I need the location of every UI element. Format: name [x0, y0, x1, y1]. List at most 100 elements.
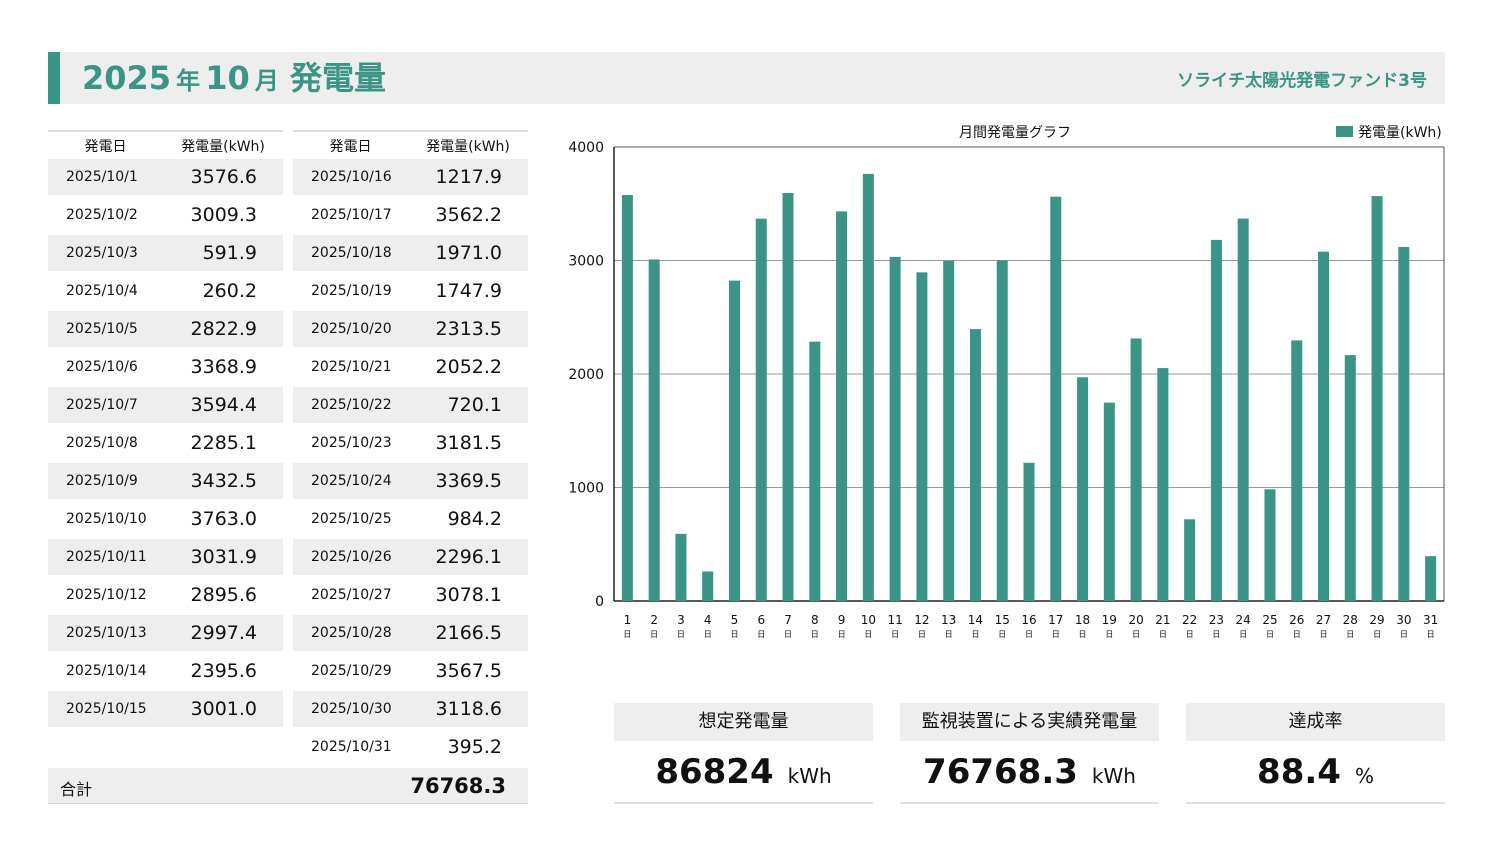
- x-tick-suffix: 日: [1105, 630, 1113, 639]
- table-row: 2025/10/22 720.1: [293, 387, 528, 425]
- kpi-value: 86824: [655, 752, 774, 792]
- row-value: 3031.9: [163, 539, 283, 577]
- title-text: 発電量: [289, 59, 386, 97]
- x-tick-suffix: 日: [1400, 630, 1408, 639]
- kpi-expected-generation: 想定発電量 86824 kWh: [614, 703, 873, 804]
- x-tick-label: 29: [1369, 613, 1384, 627]
- x-tick-label: 15: [995, 613, 1010, 627]
- x-tick-suffix: 日: [784, 630, 792, 639]
- title-month: 10: [205, 59, 250, 97]
- kpi-unit: %: [1354, 764, 1374, 788]
- x-tick-suffix: 日: [838, 630, 846, 639]
- x-tick-suffix: 日: [1212, 630, 1220, 639]
- x-tick-label: 10: [861, 613, 876, 627]
- table-row: 2025/10/20 2313.5: [293, 311, 528, 349]
- table-row: 2025/10/16 1217.9: [293, 159, 528, 197]
- legend-swatch: [1336, 126, 1353, 137]
- kpi-value-row: 76768.3 kWh: [900, 741, 1159, 804]
- x-tick-suffix: 日: [1266, 630, 1274, 639]
- table-row: 2025/10/3 591.9: [48, 235, 283, 273]
- x-tick-label: 11: [887, 613, 902, 627]
- table-row: 2025/10/21 2052.2: [293, 349, 528, 387]
- table-row: 2025/10/15 3001.0: [48, 691, 283, 729]
- empty-row: [48, 729, 283, 767]
- row-date: 2025/10/17: [293, 197, 408, 235]
- table-row: 2025/10/14 2395.6: [48, 653, 283, 691]
- x-tick-suffix: 日: [730, 630, 738, 639]
- empty-cell: [48, 729, 283, 767]
- row-date: 2025/10/21: [293, 349, 408, 387]
- table-row: 2025/10/7 3594.4: [48, 387, 283, 425]
- daily-table-right: 発電日 発電量(kWh) 2025/10/16 1217.9 2025/10/17 3…: [293, 130, 528, 767]
- row-value: 3118.6: [408, 691, 528, 729]
- bar: [1103, 402, 1115, 601]
- x-tick-suffix: 日: [1159, 630, 1167, 639]
- row-value: 2313.5: [408, 311, 528, 349]
- table-row: 2025/10/13 2997.4: [48, 615, 283, 653]
- x-tick-label: 14: [968, 613, 983, 627]
- x-tick-label: 4: [704, 613, 712, 627]
- fund-name: ソライチ太陽光発電ファンド3号: [1177, 71, 1427, 91]
- y-tick-label: 1000: [568, 481, 604, 497]
- table-row: 2025/10/30 3118.6: [293, 691, 528, 729]
- table-row: 2025/10/23 3181.5: [293, 425, 528, 463]
- row-value: 3078.1: [408, 577, 528, 615]
- row-value: 395.2: [408, 729, 528, 767]
- row-date: 2025/10/23: [293, 425, 408, 463]
- bar: [1184, 519, 1196, 601]
- x-tick-label: 21: [1155, 613, 1170, 627]
- row-date: 2025/10/22: [293, 387, 408, 425]
- row-date: 2025/10/24: [293, 463, 408, 501]
- row-value: 1971.0: [408, 235, 528, 273]
- bar: [728, 280, 740, 601]
- y-tick-label: 0: [595, 594, 604, 610]
- legend-label: 発電量(kWh): [1358, 125, 1442, 141]
- x-tick-suffix: 日: [811, 630, 819, 639]
- bar: [1130, 338, 1142, 601]
- bar: [1237, 218, 1249, 601]
- title-year: 2025: [82, 59, 172, 97]
- row-date: 2025/10/18: [293, 235, 408, 273]
- bar: [1398, 247, 1410, 602]
- bar: [755, 218, 767, 601]
- table-row: 2025/10/5 2822.9: [48, 311, 283, 349]
- table-row: 2025/10/12 2895.6: [48, 577, 283, 615]
- x-tick-label: 20: [1128, 613, 1143, 627]
- row-date: 2025/10/7: [48, 387, 163, 425]
- table-row: 2025/10/8 2285.1: [48, 425, 283, 463]
- page-header: 2025 年 10 月 発電量 ソライチ太陽光発電ファンド3号: [48, 52, 1445, 104]
- bar: [969, 329, 981, 601]
- bar: [1264, 489, 1276, 601]
- bar: [1157, 368, 1169, 601]
- kpi-unit: kWh: [1091, 764, 1136, 788]
- x-tick-suffix: 日: [998, 630, 1006, 639]
- bar: [836, 211, 848, 601]
- table-row: 2025/10/26 2296.1: [293, 539, 528, 577]
- row-value: 3001.0: [163, 691, 283, 729]
- table-row: 2025/10/27 3078.1: [293, 577, 528, 615]
- row-value: 3576.6: [163, 159, 283, 197]
- chart-title: 月間発電量グラフ: [959, 125, 1071, 141]
- row-value: 2895.6: [163, 577, 283, 615]
- table-row: 2025/10/31 395.2: [293, 729, 528, 767]
- row-date: 2025/10/2: [48, 197, 163, 235]
- row-date: 2025/10/6: [48, 349, 163, 387]
- row-date: 2025/10/8: [48, 425, 163, 463]
- title-month-suffix: 月: [254, 67, 279, 95]
- table-row: 2025/10/19 1747.9: [293, 273, 528, 311]
- row-value: 3181.5: [408, 425, 528, 463]
- table-row: 2025/10/4 260.2: [48, 273, 283, 311]
- x-tick-suffix: 日: [650, 630, 658, 639]
- row-value: 260.2: [163, 273, 283, 311]
- x-tick-label: 31: [1423, 613, 1438, 627]
- row-date: 2025/10/19: [293, 273, 408, 311]
- bar: [702, 571, 714, 601]
- row-value: 1217.9: [408, 159, 528, 197]
- x-tick-label: 22: [1182, 613, 1197, 627]
- x-tick-suffix: 日: [1186, 630, 1194, 639]
- row-date: 2025/10/26: [293, 539, 408, 577]
- bar: [809, 341, 821, 601]
- kpi-unit: kWh: [787, 764, 832, 788]
- bar: [1318, 251, 1330, 601]
- bar: [889, 256, 901, 601]
